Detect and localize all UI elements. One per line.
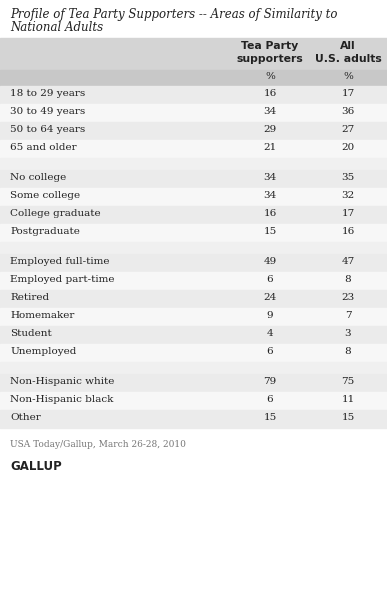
Text: Other: Other <box>10 413 41 423</box>
Text: GALLUP: GALLUP <box>10 460 62 473</box>
Bar <box>0 38 387 70</box>
Text: Some college: Some college <box>10 191 80 200</box>
Text: 24: 24 <box>264 294 277 303</box>
Text: 16: 16 <box>264 209 277 218</box>
Bar <box>0 254 387 272</box>
Bar <box>0 122 387 140</box>
Text: 7: 7 <box>345 312 351 321</box>
Bar <box>0 362 387 374</box>
Bar <box>0 104 387 122</box>
Text: No college: No college <box>10 173 66 182</box>
Text: National Adults: National Adults <box>10 21 103 34</box>
Text: 6: 6 <box>267 395 273 404</box>
Bar <box>0 242 387 254</box>
Text: 8: 8 <box>345 276 351 285</box>
Text: 4: 4 <box>267 329 273 338</box>
Text: 17: 17 <box>341 90 354 99</box>
Text: 16: 16 <box>341 227 354 236</box>
Bar <box>0 326 387 344</box>
Text: %: % <box>265 72 275 81</box>
Text: supporters: supporters <box>236 54 303 64</box>
Text: 21: 21 <box>264 144 277 152</box>
Text: Postgraduate: Postgraduate <box>10 227 80 236</box>
Bar <box>0 224 387 242</box>
Bar <box>0 170 387 188</box>
Text: 29: 29 <box>264 126 277 135</box>
Text: 9: 9 <box>267 312 273 321</box>
Text: U.S. adults: U.S. adults <box>315 54 381 64</box>
Text: 34: 34 <box>264 173 277 182</box>
Text: Student: Student <box>10 329 52 338</box>
Text: 8: 8 <box>345 347 351 356</box>
Text: 27: 27 <box>341 126 354 135</box>
Text: Tea Party: Tea Party <box>241 41 299 51</box>
Text: USA Today/Gallup, March 26-28, 2010: USA Today/Gallup, March 26-28, 2010 <box>10 440 186 449</box>
Text: 3: 3 <box>345 329 351 338</box>
Text: 30 to 49 years: 30 to 49 years <box>10 108 85 117</box>
Text: 16: 16 <box>264 90 277 99</box>
Text: Employed full-time: Employed full-time <box>10 258 110 267</box>
Text: 32: 32 <box>341 191 354 200</box>
Bar <box>0 86 387 104</box>
Bar <box>0 290 387 308</box>
Text: Retired: Retired <box>10 294 49 303</box>
Text: 34: 34 <box>264 191 277 200</box>
Text: 23: 23 <box>341 294 354 303</box>
Bar <box>0 70 387 86</box>
Text: 11: 11 <box>341 395 354 404</box>
Text: %: % <box>343 72 353 81</box>
Bar <box>0 188 387 206</box>
Bar <box>0 158 387 170</box>
Text: 79: 79 <box>264 377 277 386</box>
Bar <box>0 374 387 392</box>
Text: 34: 34 <box>264 108 277 117</box>
Text: Unemployed: Unemployed <box>10 347 76 356</box>
Text: 47: 47 <box>341 258 354 267</box>
Text: Employed part-time: Employed part-time <box>10 276 115 285</box>
Bar <box>0 272 387 290</box>
Text: 49: 49 <box>264 258 277 267</box>
Text: 15: 15 <box>264 413 277 423</box>
Text: All: All <box>340 41 356 51</box>
Text: Profile of Tea Party Supporters -- Areas of Similarity to: Profile of Tea Party Supporters -- Areas… <box>10 8 337 21</box>
Text: 6: 6 <box>267 347 273 356</box>
Bar <box>0 392 387 410</box>
Text: 75: 75 <box>341 377 354 386</box>
Text: 50 to 64 years: 50 to 64 years <box>10 126 85 135</box>
Text: 35: 35 <box>341 173 354 182</box>
Text: Homemaker: Homemaker <box>10 312 74 321</box>
Text: 15: 15 <box>341 413 354 423</box>
Text: College graduate: College graduate <box>10 209 101 218</box>
Text: 15: 15 <box>264 227 277 236</box>
Bar <box>0 308 387 326</box>
Text: 18 to 29 years: 18 to 29 years <box>10 90 85 99</box>
Text: 65 and older: 65 and older <box>10 144 77 152</box>
Bar <box>0 140 387 158</box>
Bar <box>0 206 387 224</box>
Bar <box>0 410 387 428</box>
Text: 6: 6 <box>267 276 273 285</box>
Text: 17: 17 <box>341 209 354 218</box>
Text: Non-Hispanic black: Non-Hispanic black <box>10 395 113 404</box>
Text: Non-Hispanic white: Non-Hispanic white <box>10 377 115 386</box>
Bar <box>0 344 387 362</box>
Text: 36: 36 <box>341 108 354 117</box>
Text: 20: 20 <box>341 144 354 152</box>
